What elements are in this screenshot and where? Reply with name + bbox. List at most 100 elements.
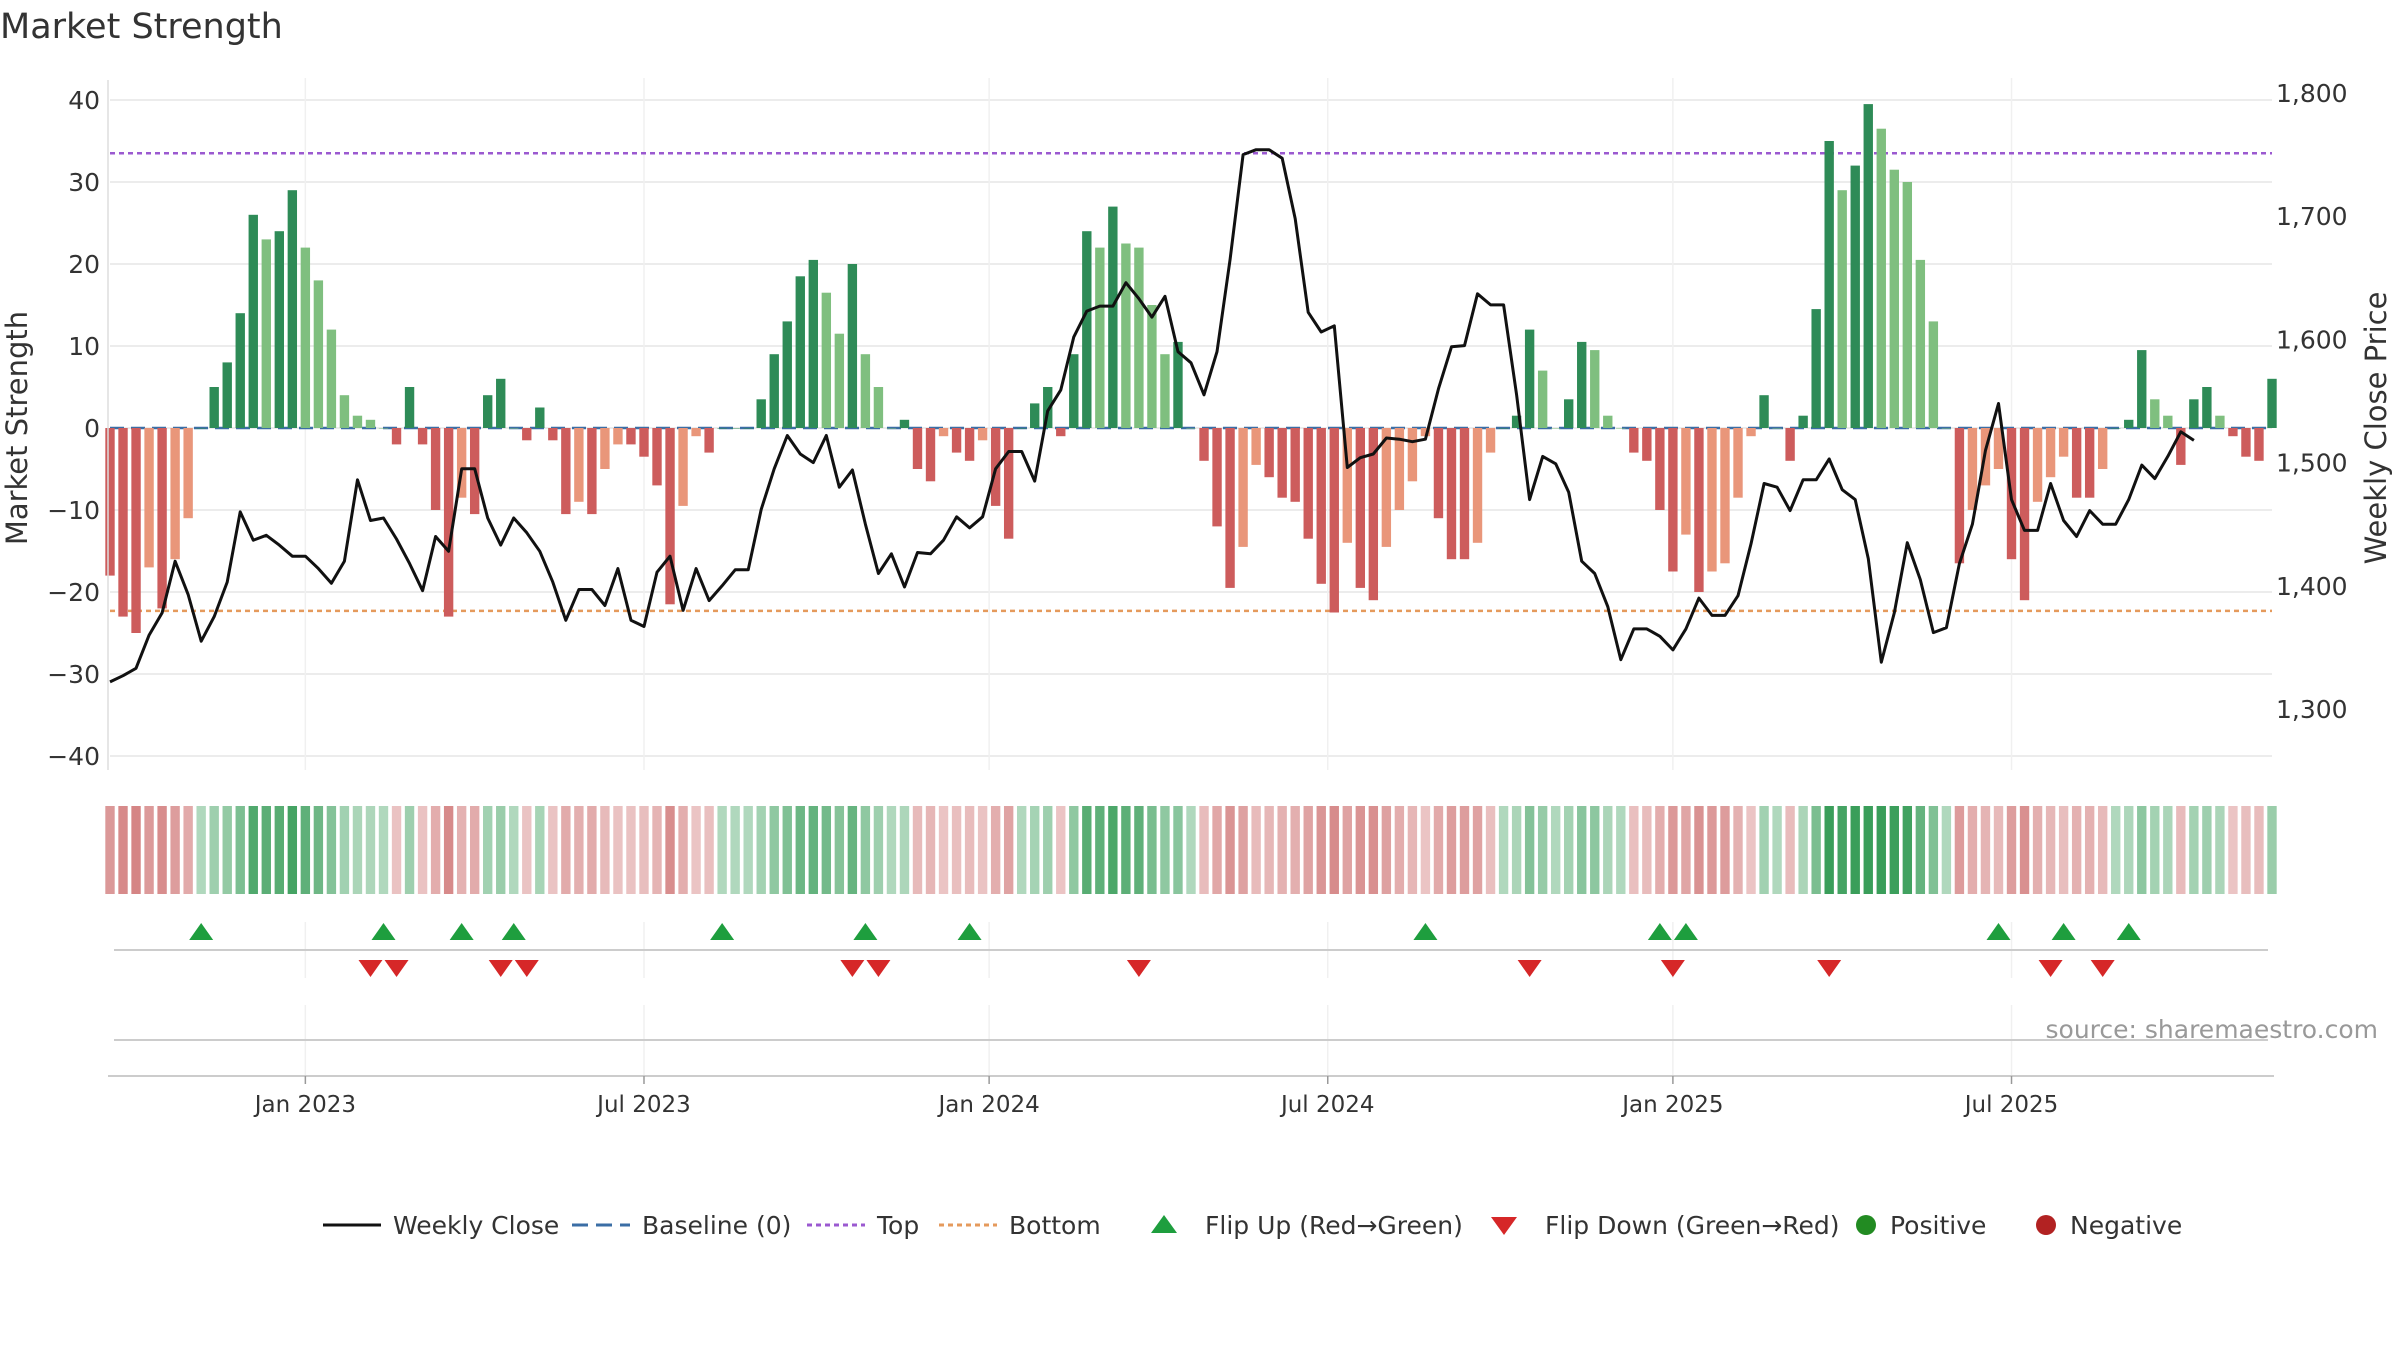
- strip-cell: [2176, 806, 2186, 894]
- strip-cell: [1342, 806, 1352, 894]
- strength-bar: [2019, 428, 2030, 601]
- strength-bar: [1511, 415, 1522, 428]
- legend-label: Bottom: [1009, 1211, 1101, 1240]
- strength-bar: [235, 313, 245, 428]
- strip-cell: [105, 806, 115, 894]
- strip-cell: [1694, 806, 1704, 894]
- strip-cell: [222, 806, 232, 894]
- strip-cell: [417, 806, 428, 894]
- strip-cell: [912, 806, 923, 894]
- strip-cell: [1629, 806, 1639, 894]
- strip-cell: [587, 806, 597, 894]
- strength-bar: [1043, 387, 1053, 428]
- strength-bar: [1720, 428, 1730, 564]
- flip-down-marker: [840, 960, 865, 977]
- strength-bar: [1303, 428, 1313, 539]
- strip-cell: [639, 806, 649, 894]
- x-tick-label: Jul 2024: [1279, 1092, 1375, 1118]
- strength-bar: [1212, 428, 1222, 527]
- strip-cell: [886, 806, 897, 894]
- strip-cell: [2045, 806, 2056, 894]
- strength-bar: [1016, 428, 1027, 429]
- legend: Weekly Close Baseline (0) Top Bottom Flip Up…: [323, 1211, 2182, 1240]
- strength-bar: [951, 428, 962, 453]
- strength-bar: [1342, 428, 1352, 543]
- strip-cell: [1954, 806, 1965, 894]
- strip-cell: [1394, 806, 1405, 894]
- strip-cell: [1407, 806, 1418, 894]
- strip-cell: [2267, 806, 2277, 894]
- strength-bar: [1863, 104, 1873, 428]
- strip-cell: [769, 806, 779, 894]
- y-axis-label-right: Weekly Close Price: [2359, 292, 2393, 565]
- strength-bar: [1746, 428, 1756, 437]
- strip-cell: [1355, 806, 1366, 894]
- strip-cell: [1746, 806, 1756, 894]
- strength-bar: [430, 428, 441, 510]
- y-tick-label-left: 10: [68, 332, 100, 361]
- strength-bar: [157, 428, 167, 609]
- strength-bar: [1524, 329, 1535, 428]
- strip-cell: [834, 806, 845, 894]
- strength-bar: [1420, 428, 1431, 437]
- strip-cell: [2254, 806, 2264, 894]
- strength-bar: [1277, 428, 1287, 498]
- flip-markers: [114, 922, 2268, 978]
- strength-bar: [2241, 428, 2251, 457]
- strength-bar: [1811, 309, 1821, 428]
- strength-bar: [1069, 354, 1079, 428]
- strength-bar: [1550, 428, 1561, 429]
- strip-cell: [1550, 806, 1561, 894]
- strip-cell: [717, 806, 727, 894]
- y-tick-label-right: 1,800: [2276, 79, 2348, 108]
- strip-cell: [404, 806, 415, 894]
- strength-bar: [1355, 428, 1366, 588]
- strip-cell: [1433, 806, 1444, 894]
- strength-bar: [860, 354, 871, 428]
- strength-bar: [404, 387, 415, 428]
- strength-bar: [626, 428, 636, 445]
- strip-cell: [2097, 806, 2108, 894]
- legend-item: Negative: [2036, 1211, 2182, 1240]
- flip-up-marker: [501, 923, 526, 940]
- strength-bar: [1368, 428, 1379, 601]
- strength-bar: [938, 428, 949, 437]
- strength-bar: [704, 428, 714, 453]
- strength-bar: [1941, 428, 1952, 429]
- strength-bar: [1967, 428, 1978, 510]
- strength-bar: [1264, 428, 1274, 478]
- y-tick-label-left: 20: [68, 250, 100, 279]
- strength-bar: [2045, 428, 2056, 478]
- strength-bar: [1121, 243, 1131, 428]
- x-tick-label: Jul 2023: [595, 1092, 691, 1118]
- strip-cell: [1564, 806, 1574, 894]
- strip-cell: [574, 806, 584, 894]
- strength-bar: [2202, 387, 2212, 428]
- strength-bar: [574, 428, 584, 502]
- strip-cell: [548, 806, 558, 894]
- strength-bar: [118, 428, 128, 617]
- strength-bar: [1772, 428, 1782, 429]
- flip-up-marker: [2116, 923, 2141, 940]
- strength-bar: [743, 428, 753, 429]
- strip-cell: [1733, 806, 1743, 894]
- strength-bar: [2176, 428, 2186, 465]
- flip-down-marker: [514, 960, 539, 977]
- flip-down-marker: [2090, 960, 2115, 977]
- flip-up-marker: [1673, 923, 1698, 940]
- flip-up-marker: [189, 923, 214, 940]
- strength-bar: [509, 428, 519, 429]
- strength-bar: [2111, 428, 2121, 429]
- strip-cell: [1264, 806, 1274, 894]
- strength-bar: [1160, 354, 1170, 428]
- strip-cell: [613, 806, 623, 894]
- strip-cell: [1003, 806, 1014, 894]
- strip-cell: [1082, 806, 1092, 894]
- strip-cell: [1316, 806, 1326, 894]
- strip-cell: [430, 806, 441, 894]
- strength-bar: [1290, 428, 1300, 502]
- strength-bar: [1407, 428, 1418, 482]
- legend-swatch-flip-up: [1151, 1215, 1177, 1233]
- flip-up-marker: [371, 923, 396, 940]
- strength-bar: [1394, 428, 1405, 510]
